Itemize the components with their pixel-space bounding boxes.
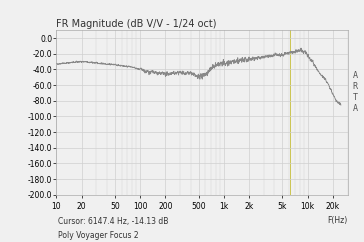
Text: F(Hz): F(Hz)	[327, 216, 348, 225]
Text: Poly Voyager Focus 2: Poly Voyager Focus 2	[58, 231, 139, 240]
Text: Cursor: 6147.4 Hz, -14.13 dB: Cursor: 6147.4 Hz, -14.13 dB	[58, 217, 169, 226]
Text: FR Magnitude (dB V/V - 1/24 oct): FR Magnitude (dB V/V - 1/24 oct)	[56, 19, 217, 30]
Text: A
R
T
A: A R T A	[352, 71, 357, 113]
